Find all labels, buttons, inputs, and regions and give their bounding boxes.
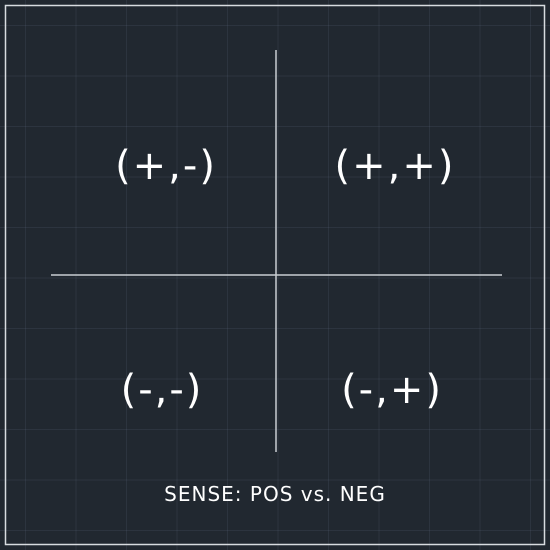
quadrant-bottom-left-label: (-,-) [120,367,204,413]
quadrant-top-left-label: (+,-) [115,143,217,189]
outer-border [4,4,546,546]
quadrant-top-right-label: (+,+) [334,143,456,189]
quadrant-bottom-right-label: (-,+) [341,367,443,413]
diagram-caption: SENSE: POS vs. NEG [164,482,386,506]
